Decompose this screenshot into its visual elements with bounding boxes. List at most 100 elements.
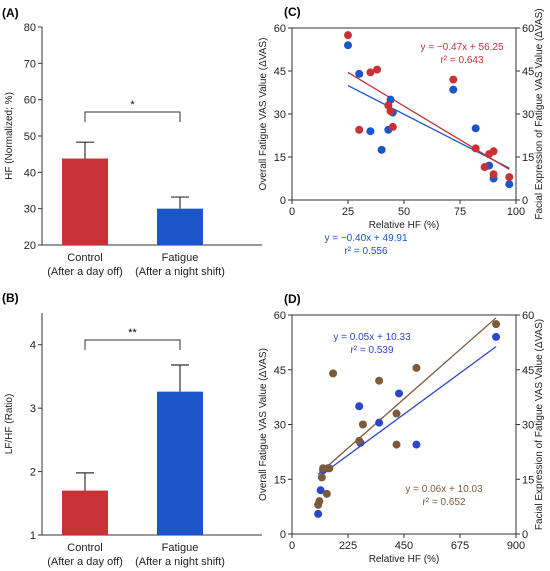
panel-c-point-series-2 — [489, 170, 498, 179]
panel-d-point-series-2 — [392, 440, 401, 449]
panel-c-point-series-1 — [344, 41, 352, 50]
panel-a-significance-label: * — [130, 99, 135, 111]
panel-d-point-series-1 — [316, 486, 325, 495]
panel-d-y-tick-label-right: 45 — [522, 365, 534, 377]
panel-a-category-label: Fatigue — [162, 252, 199, 264]
panel-d-plot-frame — [291, 314, 517, 535]
panel-d-r-squared-2: r² = 0.652 — [422, 497, 466, 508]
panel-c-point-series-1 — [449, 85, 458, 94]
panel-d-y-tick-label-left: 0 — [280, 529, 286, 541]
panel-d-x-tick-label: 900 — [507, 540, 525, 552]
panel-d-point-series-2 — [322, 489, 331, 498]
panel-d-point-series-2 — [317, 473, 326, 482]
panel-c-y-tick-label-left: 30 — [274, 109, 286, 121]
panel-c-x-tick-label: 25 — [342, 206, 354, 218]
panel-c-y-tick-label-right: 60 — [522, 23, 534, 35]
panel-c-equation-1: y = −0.40x + 49.91 — [324, 233, 408, 244]
panel-d-y-tick-label-left: 60 — [274, 310, 286, 322]
panel-d-y-axis-label-left: Overall Fatigue VAS Value (ΔVAS) — [258, 348, 269, 501]
panel-c-fit-line-2 — [347, 71, 510, 170]
panel-d-point-series-1 — [375, 418, 384, 427]
panel-c-y-tick-label-right: 15 — [522, 152, 534, 164]
panel-d-x-axis-label: Relative HF (%) — [369, 554, 440, 565]
panel-c-x-tick-label: 75 — [454, 206, 466, 218]
panel-b-category-label: (After a night shift) — [135, 556, 225, 568]
panel-d-point-series-2 — [355, 436, 364, 445]
panel-c-point-series-1 — [505, 180, 514, 189]
panel-d-point-series-2 — [412, 363, 421, 372]
panel-d-y-tick-label-right: 0 — [522, 529, 528, 541]
panel-d-x-tick-label: 225 — [339, 540, 357, 552]
panel-a-category-label: (After a night shift) — [135, 266, 225, 278]
panel-d-y-tick-label-right: 30 — [522, 420, 534, 432]
panel-c-fit-line-1 — [347, 85, 510, 169]
panel-d-y-tick-label-right: 15 — [522, 474, 534, 486]
panel-b-y-tick-label: 2 — [30, 467, 36, 479]
panel-a-category-label: (After a day off) — [47, 266, 123, 278]
panel-c-y-tick-label-right: 30 — [522, 109, 534, 121]
panel-c-point-series-2 — [489, 147, 498, 156]
panel-a-y-axis-label: HF (Normalized; %) — [4, 92, 15, 180]
panel-b-bar — [62, 490, 108, 535]
panel-d-point-series-1 — [492, 332, 501, 341]
panel-c-point-series-2 — [449, 75, 458, 84]
panel-c-y-tick-label-right: 0 — [522, 195, 528, 207]
panel-d-point-series-2 — [358, 420, 367, 429]
panel-b-y-tick-label: 3 — [30, 403, 36, 415]
panel-a-y-tick-label: 80 — [24, 22, 36, 34]
panel-d-label: (D) — [284, 292, 301, 306]
panel-a-significance-bracket — [84, 111, 181, 122]
panel-c-point-series-2 — [505, 173, 514, 182]
panel-d-x-tick-label: 0 — [289, 540, 295, 552]
panel-a-bar — [62, 158, 108, 245]
panel-d-y-tick-label-left: 45 — [274, 365, 286, 377]
panel-c-point-series-1 — [366, 127, 375, 136]
panel-b-significance-bracket — [84, 339, 181, 350]
panel-c-y-tick-label-left: 45 — [274, 66, 286, 78]
panel-c-x-axis-label: Relative HF (%) — [369, 220, 440, 231]
panel-d-point-series-2 — [329, 369, 338, 378]
panel-d-y-tick-label-left: 30 — [274, 420, 286, 432]
panel-c-point-series-2 — [388, 122, 397, 131]
panel-d-y-tick-label-right: 60 — [522, 310, 534, 322]
panel-a-y-tick-label: 50 — [24, 131, 36, 143]
panel-c-equation-2: y = −0.47x + 56.25 — [420, 42, 504, 53]
panel-b-label: (B) — [2, 291, 19, 305]
panel-c-y-tick-label-left: 15 — [274, 152, 286, 164]
panel-a-bar — [157, 208, 203, 245]
panel-d-y-axis-label-right: Facial Expression of Fatigue VAS Value (… — [534, 319, 545, 530]
panel-c-point-series-2 — [366, 68, 375, 77]
panel-b-y-tick-label: 4 — [30, 340, 36, 352]
panel-a-y-tick-label: 20 — [24, 240, 36, 252]
panel-c-r-squared-2: r² = 0.643 — [440, 55, 484, 66]
panel-c-label: (C) — [284, 5, 301, 19]
panel-d-point-series-1 — [412, 440, 421, 449]
panel-d-point-series-2 — [492, 320, 501, 329]
panel-b-y-tick-label: 1 — [30, 530, 36, 542]
panel-a-label: (A) — [2, 6, 19, 20]
panel-d-r-squared-1: r² = 0.539 — [350, 345, 394, 356]
panel-c-point-series-2 — [480, 163, 489, 172]
panel-c-y-tick-label-left: 60 — [274, 23, 286, 35]
panel-c-y-tick-label-right: 45 — [522, 66, 534, 78]
panel-d-point-series-1 — [395, 389, 404, 398]
panel-b-category-label: Control — [67, 542, 102, 554]
panel-c-r-squared-1: r² = 0.556 — [344, 246, 388, 257]
panel-c-y-axis-label-right: Facial Expression of Fatigue VAS Value (… — [534, 8, 545, 219]
panel-d-x-tick-label: 675 — [451, 540, 469, 552]
panel-d-point-series-2 — [319, 464, 328, 473]
panel-b-bar — [157, 391, 203, 535]
panel-c-x-tick-label: 50 — [398, 206, 410, 218]
panel-d-x-tick-label: 450 — [395, 540, 413, 552]
panel-c-point-series-2 — [373, 65, 382, 74]
panel-a-y-tick-label: 60 — [24, 95, 36, 107]
panel-d-point-series-2 — [375, 376, 384, 385]
panel-c-x-tick-label: 0 — [289, 206, 295, 218]
panel-b-significance-label: ** — [128, 327, 137, 339]
panel-d-point-series-1 — [355, 402, 364, 411]
panel-d-point-series-2 — [315, 497, 324, 506]
panel-d-point-series-2 — [392, 409, 401, 418]
panel-b-category-label: (After a day off) — [47, 556, 123, 568]
panel-a-y-tick-label: 30 — [24, 204, 36, 216]
panel-d-fit-line-1 — [317, 346, 497, 478]
